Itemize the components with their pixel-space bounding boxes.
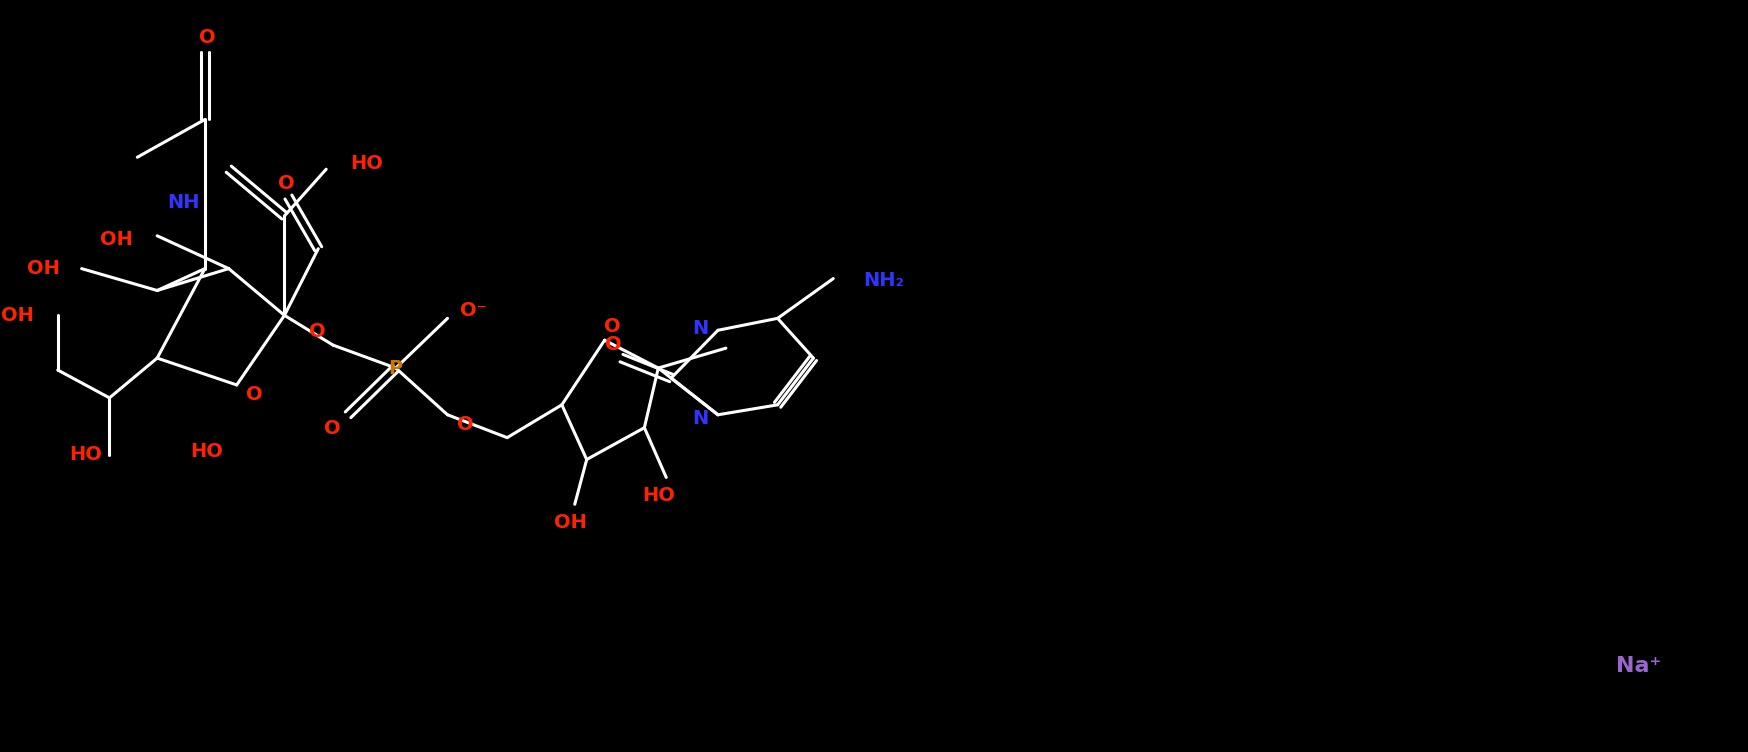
Text: N: N (692, 409, 708, 428)
Text: O: O (246, 385, 262, 405)
Text: HO: HO (350, 153, 383, 173)
Text: Na⁺: Na⁺ (1615, 656, 1661, 676)
Text: OH: OH (554, 513, 587, 532)
Text: O: O (456, 415, 474, 434)
Text: P: P (388, 359, 402, 378)
Text: O⁻: O⁻ (460, 301, 486, 320)
Text: O: O (605, 335, 622, 353)
Text: N: N (692, 319, 708, 338)
Text: HO: HO (70, 445, 101, 464)
Text: HO: HO (642, 486, 675, 505)
Text: O: O (278, 174, 295, 193)
Text: O: O (309, 322, 325, 341)
Text: OH: OH (100, 230, 133, 249)
Text: OH: OH (26, 259, 59, 278)
Text: O: O (605, 317, 621, 336)
Text: NH: NH (166, 193, 199, 213)
Text: O: O (199, 29, 215, 47)
Text: HO: HO (191, 442, 224, 461)
Text: O: O (323, 419, 341, 438)
Text: NH₂: NH₂ (864, 271, 904, 290)
Text: OH: OH (2, 306, 33, 325)
